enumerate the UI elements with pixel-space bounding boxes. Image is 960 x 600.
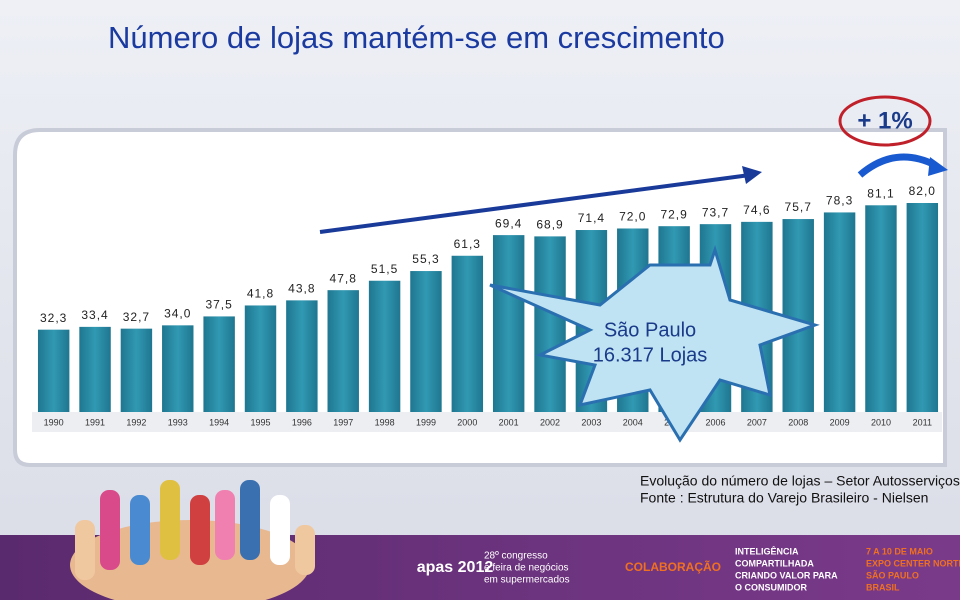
- axis-band: [32, 412, 942, 432]
- value-label: 82,0: [909, 184, 936, 198]
- x-tick-label: 1991: [85, 417, 105, 427]
- bar: [451, 255, 484, 412]
- x-tick-label: 2004: [623, 417, 643, 427]
- x-tick-label: 2007: [747, 417, 767, 427]
- footer-text: 7 A 10 DE MAIO: [866, 546, 933, 556]
- value-label: 33,4: [81, 308, 108, 322]
- value-label: 61,3: [454, 237, 481, 251]
- highlight-ellipse: [838, 95, 932, 147]
- value-label: 43,8: [288, 282, 315, 296]
- trend-arrow: [319, 173, 751, 234]
- x-tick-label: 1995: [250, 417, 270, 427]
- x-tick-label: 1993: [168, 417, 188, 427]
- bar: [120, 328, 153, 412]
- value-label: 68,9: [536, 218, 563, 232]
- x-tick-label: 2002: [540, 417, 560, 427]
- x-tick-label: 2001: [499, 417, 519, 427]
- x-tick-label: 2011: [913, 417, 932, 427]
- bar: [286, 300, 318, 412]
- value-label: 72,0: [619, 210, 646, 224]
- hands-illustration: [70, 480, 315, 600]
- footer-text: SÃO PAULO: [866, 570, 919, 580]
- bar: [162, 325, 194, 412]
- value-label: 72,9: [660, 207, 687, 221]
- bar: [203, 316, 235, 412]
- x-tick-label: 2000: [457, 417, 477, 427]
- footer-text: O CONSUMIDOR: [735, 582, 808, 592]
- footer-text: BRASIL: [866, 582, 900, 592]
- x-tick-label: 1998: [375, 417, 395, 427]
- value-label: 47,8: [330, 271, 357, 285]
- bar: [410, 271, 442, 412]
- value-label: 69,4: [495, 216, 522, 230]
- value-label: 75,7: [785, 200, 812, 214]
- value-label: 41,8: [247, 287, 274, 301]
- x-tick-label: 2010: [871, 417, 891, 427]
- x-tick-label: 2006: [705, 417, 725, 427]
- footer-text: EXPO CENTER NORTE: [866, 558, 960, 568]
- curved-arrow: [857, 153, 937, 178]
- footer-logo: apas 2012: [417, 559, 494, 576]
- value-label: 34,0: [164, 307, 191, 321]
- value-label: 32,3: [40, 311, 67, 325]
- curved-arrow-head: [928, 157, 948, 176]
- bar: [823, 212, 856, 412]
- value-label: 78,3: [826, 194, 853, 208]
- chart-title: Número de lojas mantém-se em crescimento: [108, 20, 725, 55]
- footer-text: e feira de negócios: [484, 563, 569, 574]
- footer-text: CRIANDO VALOR PARA: [735, 570, 838, 580]
- x-tick-label: 1992: [126, 417, 146, 427]
- star-text: São Paulo: [604, 319, 696, 341]
- footer-theme: COLABORAÇÃO: [625, 559, 721, 574]
- footer-text: 28º congresso: [484, 551, 548, 562]
- bar: [327, 290, 359, 412]
- x-tick-label: 2008: [788, 417, 808, 427]
- footer-text: COMPARTILHADA: [735, 558, 814, 568]
- x-tick-label: 1994: [209, 417, 229, 427]
- star-text: 16.317 Lojas: [593, 344, 708, 366]
- bar: [79, 326, 111, 412]
- star-burst: [489, 245, 820, 443]
- value-label: 55,3: [412, 252, 439, 266]
- x-tick-label: 1990: [44, 417, 64, 427]
- footer-text: INTELIGÊNCIA: [735, 545, 799, 556]
- x-tick-label: 2003: [581, 417, 601, 427]
- bar: [492, 235, 525, 412]
- value-label: 32,7: [123, 310, 150, 324]
- bar: [534, 236, 566, 412]
- bar: [244, 305, 277, 412]
- bar: [37, 329, 70, 412]
- footer-text: em supermercados: [484, 575, 570, 586]
- value-label: 71,4: [578, 211, 605, 225]
- growth-label: + 1%: [857, 107, 912, 134]
- x-tick-label: 1999: [416, 417, 436, 427]
- x-tick-label: 1997: [333, 417, 353, 427]
- bar: [865, 205, 897, 412]
- value-label: 73,7: [702, 205, 729, 219]
- x-tick-label: 2009: [830, 417, 850, 427]
- value-label: 74,6: [743, 203, 770, 217]
- value-label: 37,5: [205, 298, 232, 312]
- value-label: 81,1: [867, 186, 894, 200]
- bar: [368, 280, 401, 412]
- value-label: 51,5: [371, 262, 398, 276]
- bar: [906, 203, 939, 412]
- source-text: Fonte : Estrutura do Varejo Brasileiro -…: [640, 490, 928, 506]
- x-tick-label: 1996: [292, 417, 312, 427]
- source-text: Evolução do número de lojas – Setor Auto…: [640, 473, 960, 489]
- arrow-head: [742, 166, 762, 184]
